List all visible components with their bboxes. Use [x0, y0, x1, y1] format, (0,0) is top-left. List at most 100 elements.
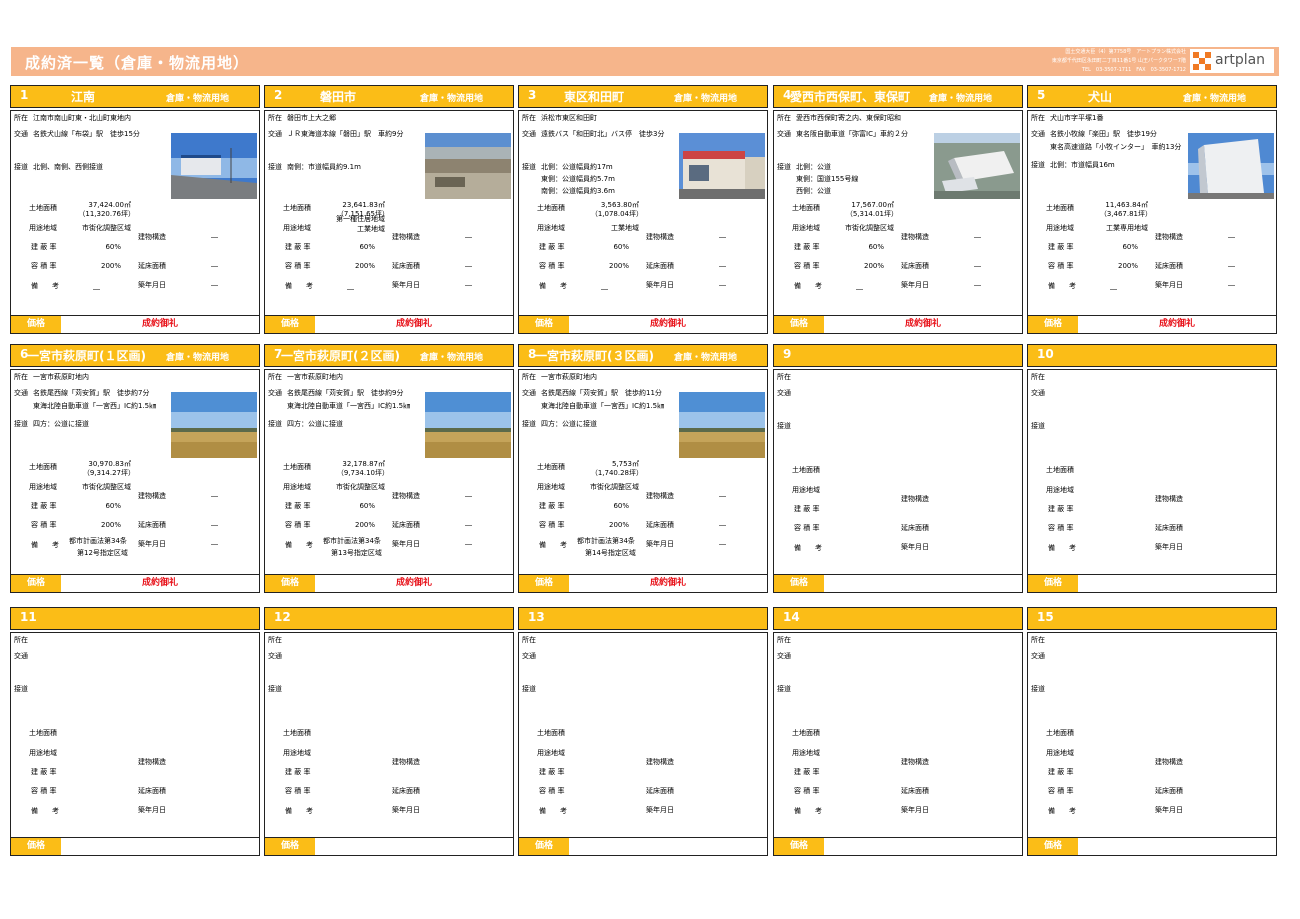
transport-value: 名鉄尾西線「苅安賀」駅 徒歩約11分: [541, 389, 662, 397]
label-floor-area: 延床面積: [138, 262, 166, 270]
price-label: 価格: [774, 575, 824, 592]
label-location: 所在: [1031, 373, 1045, 381]
label-road: 接道: [1031, 161, 1045, 169]
land-area-sqm: 11,463.84㎡: [1105, 201, 1148, 209]
road-value: 北側、南側、西側接道: [33, 163, 103, 171]
land-area-sqm: 5,753㎡: [611, 460, 639, 468]
card-header: 3 東区和田町 倉庫・物流用地: [518, 85, 768, 108]
card-area-name: 磐田市: [320, 90, 357, 104]
label-transport: 交通: [777, 130, 791, 138]
label-road: 接道: [522, 685, 536, 693]
logo-text: artplan: [1215, 52, 1266, 68]
price-label: 価格: [1028, 316, 1078, 333]
price-label: 価格: [265, 838, 315, 855]
label-structure: 建物構造: [646, 492, 674, 500]
label-remarks: 備 考: [285, 282, 313, 290]
price-row: 価格: [773, 574, 1023, 593]
property-card[interactable]: 10 所在 交通 接道 土地面積 用途地域建 蔽 率容 積 率備 考 建物構造 延床面積 築年月…: [1027, 344, 1277, 594]
property-card[interactable]: 2 磐田市 倉庫・物流用地 所在 磐田市上大之郷 交通 ＪＲ東海道本線「磐田」駅 車約9分接…: [264, 85, 514, 335]
road-value: 東側：国道155号線: [796, 175, 859, 183]
built-value: ―: [1228, 281, 1235, 289]
property-card[interactable]: 11 所在 交通 接道 土地面積 用途地域建 蔽 率容 積 率備 考 建物構造 延床面積 築年月…: [10, 607, 260, 857]
label-floor-area: 延床面積: [646, 262, 674, 270]
label-road: 接道: [14, 685, 28, 693]
remarks-value: ―: [856, 285, 863, 293]
property-card[interactable]: 6 一宮市萩原町(１区画) 倉庫・物流用地 所在 一宮市萩原町地内 交通 名鉄尾西線「苅安賀…: [10, 344, 260, 594]
label-remarks: 備 考: [31, 282, 59, 290]
card-header: 1 江南 倉庫・物流用地: [10, 85, 260, 108]
label-far: 容 積 率: [539, 262, 565, 270]
transport-value: 名鉄犬山線「布袋」駅 徒歩15分: [33, 130, 140, 138]
zoning-value: 工業地域: [611, 224, 639, 232]
label-remarks: 備 考: [794, 544, 822, 552]
remarks-value: 第13号指定区域: [331, 549, 382, 557]
label-land-area: 土地面積: [792, 729, 820, 737]
card-body: 所在 愛西市西保町寄之内、東保町昭和 交通 東名阪自動車道「弥富IC」車約２分 接道 北側…: [773, 110, 1023, 316]
property-card[interactable]: 9 所在 交通 接道 土地面積 用途地域建 蔽 率容 積 率備 考 建物構造 延床面積 築年月日…: [773, 344, 1023, 594]
property-card[interactable]: 7 一宮市萩原町(２区画) 倉庫・物流用地 所在 一宮市萩原町地内 交通 名鉄尾西線「苅安賀…: [264, 344, 514, 594]
structure-value: ―: [1228, 233, 1235, 241]
label-built: 築年月日: [646, 806, 674, 814]
label-remarks: 備 考: [1048, 544, 1076, 552]
title-bar: 成約済一覧（倉庫・物流用地）: [11, 47, 1279, 76]
price-label: 価格: [11, 575, 61, 592]
price-row: 価格: [773, 837, 1023, 856]
road-value: 東側：公道幅員約5.7m: [541, 175, 615, 183]
label-structure: 建物構造: [901, 233, 929, 241]
label-structure: 建物構造: [901, 495, 929, 503]
label-land-area: 土地面積: [283, 463, 311, 471]
land-area-tsubo: （1,740.28坪）: [590, 469, 643, 477]
property-card[interactable]: 1 江南 倉庫・物流用地 所在 江南市南山町東・北山町東地内 交通 名鉄犬山線「布袋」駅 徒…: [10, 85, 260, 335]
land-area-tsubo: （1,078.04坪）: [590, 210, 643, 218]
price-label: 価格: [774, 316, 824, 333]
field-icon: [679, 392, 765, 458]
label-zoning: 用途地域: [792, 486, 820, 494]
property-card[interactable]: 3 東区和田町 倉庫・物流用地 所在 浜松市東区和田町 交通 遠鉄バス「和田町北」バス停 徒…: [518, 85, 768, 335]
card-number: 3: [528, 88, 537, 102]
card-body: 所在 一宮市萩原町地内 交通 名鉄尾西線「苅安賀」駅 徒歩約11分 東海北陸自動車道「一…: [518, 369, 768, 575]
label-land-area: 土地面積: [1046, 729, 1074, 737]
company-info: 国土交通大臣（4）第7758号 アートプラン株式会社 東京都千代田区永田町二丁目…: [1010, 48, 1186, 75]
label-floor-area: 延床面積: [901, 787, 929, 795]
field-icon: [171, 392, 257, 458]
label-remarks: 備 考: [539, 282, 567, 290]
property-card[interactable]: 14 所在 交通 接道 土地面積 用途地域建 蔽 率容 積 率備 考 建物構造 延床面積 築年月…: [773, 607, 1023, 857]
built-value: ―: [465, 540, 472, 548]
label-structure: 建物構造: [1155, 758, 1183, 766]
label-location: 所在: [777, 373, 791, 381]
property-card[interactable]: 8 一宮市萩原町(３区画) 倉庫・物流用地 所在 一宮市萩原町地内 交通 名鉄尾西線「苅安賀…: [518, 344, 768, 594]
label-structure: 建物構造: [646, 758, 674, 766]
label-coverage: 建 蔽 率: [539, 502, 565, 510]
card-header: 11: [10, 607, 260, 630]
card-number: 4: [783, 88, 792, 102]
property-card[interactable]: 4 愛西市西保町、東保町 倉庫・物流用地 所在 愛西市西保町寄之内、東保町昭和 交通 東名阪…: [773, 85, 1023, 335]
property-card[interactable]: 5 犬山 倉庫・物流用地 所在 犬山市字平塚1番 交通 名鉄小牧線「楽田」駅 徒歩19分 東名…: [1027, 85, 1277, 335]
price-value: 成約御礼: [141, 578, 178, 588]
label-location: 所在: [14, 636, 28, 644]
location-value: 磐田市上大之郷: [287, 114, 336, 122]
structure-value: ―: [719, 233, 726, 241]
price-value: 成約御礼: [395, 319, 432, 329]
price-row: 価格 成約御礼: [10, 315, 260, 334]
coverage-value: 60%: [359, 243, 375, 251]
label-far: 容 積 率: [794, 262, 820, 270]
price-value: [61, 838, 259, 855]
label-structure: 建物構造: [138, 492, 166, 500]
label-far: 容 積 率: [1048, 524, 1074, 532]
label-far: 容 積 率: [285, 787, 311, 795]
property-card[interactable]: 13 所在 交通 接道 土地面積 用途地域建 蔽 率容 積 率備 考 建物構造 延床面積 築年月…: [518, 607, 768, 857]
label-far: 容 積 率: [1048, 787, 1074, 795]
remarks-value: 都市計画法第34条: [323, 537, 381, 545]
zoning-value: 市街化調整区域: [82, 224, 131, 232]
zoning-value: 市街化調整区域: [336, 483, 385, 491]
card-body: 所在 犬山市字平塚1番 交通 名鉄小牧線「楽田」駅 徒歩19分 東名高速道路「小牧インタ…: [1027, 110, 1277, 316]
land-area-sqm: 3,563.80㎡: [600, 201, 639, 209]
label-floor-area: 延床面積: [901, 262, 929, 270]
shop-building-icon: [679, 133, 765, 199]
location-value: 浜松市東区和田町: [541, 114, 597, 122]
artplan-logo: artplan: [1190, 49, 1274, 73]
label-far: 容 積 率: [285, 521, 311, 529]
property-card[interactable]: 12 所在 交通 接道 土地面積 用途地域建 蔽 率容 積 率備 考 建物構造 延床面積 築年月…: [264, 607, 514, 857]
property-card[interactable]: 15 所在 交通 接道 土地面積 用途地域建 蔽 率容 積 率備 考 建物構造 延床面積 築年月…: [1027, 607, 1277, 857]
road-value: 四方：公道に接道: [287, 420, 343, 428]
